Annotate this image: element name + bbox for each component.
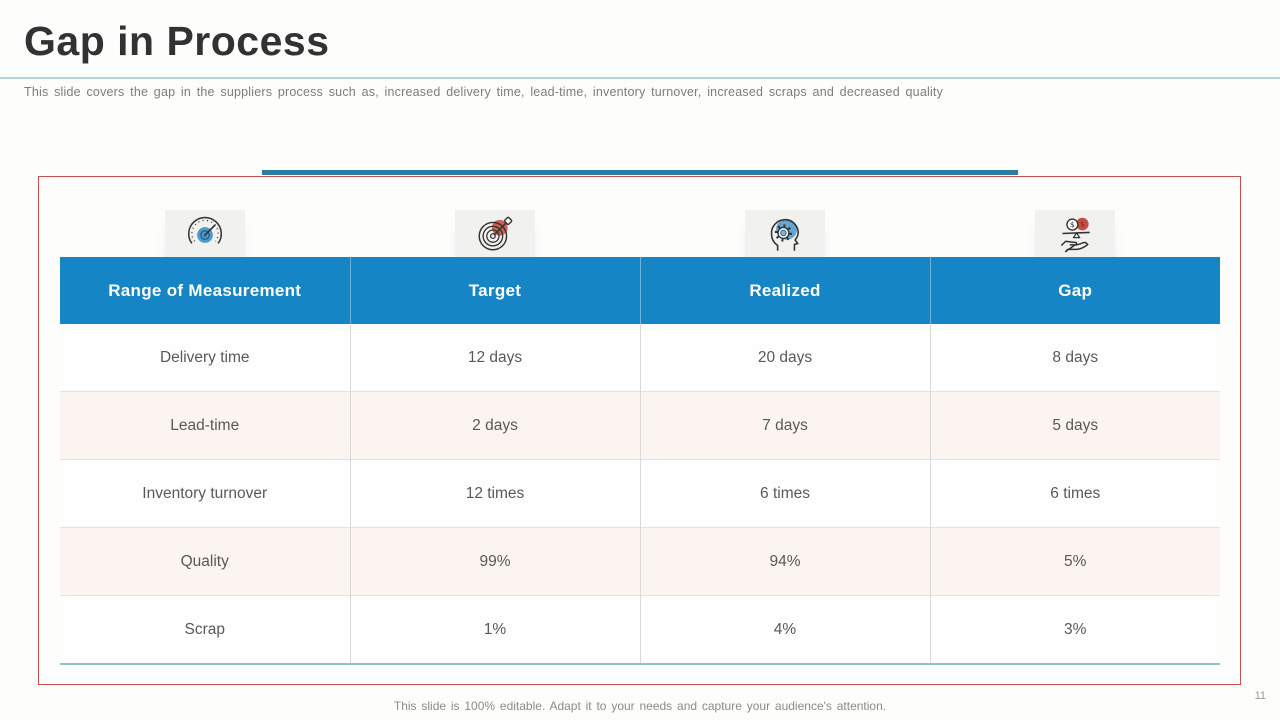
table-row: Quality 99% 94% 5% [60,527,1220,596]
table-row: Delivery time 12 days 20 days 8 days [60,324,1220,392]
col-header-target: Target [349,257,640,324]
cell-gap: 5% [929,527,1220,596]
cell-realized: 20 days [639,324,930,392]
svg-text:$: $ [1080,219,1085,228]
page-number: 11 [1254,690,1266,702]
cell-measure: Delivery time [60,324,350,392]
head-gear-icon [764,213,806,255]
icon-tile-target [455,210,535,257]
page-title: Gap in Process [24,18,330,64]
svg-text:$: $ [1070,220,1075,229]
cell-measure: Lead-time [60,391,350,460]
cell-target: 2 days [349,391,640,460]
content-frame [38,176,1241,685]
cell-measure: Inventory turnover [60,459,350,528]
cell-target: 12 days [349,324,640,392]
table-row: Scrap 1% 4% 3% [60,595,1220,664]
title-underline [0,77,1280,79]
target-dart-icon [474,213,516,255]
accent-bar [262,170,1018,175]
cell-target: 12 times [349,459,640,528]
col-header-gap: Gap [929,257,1220,324]
cell-measure: Scrap [60,595,350,664]
cell-gap: 5 days [929,391,1220,460]
gauge-icon [184,213,226,255]
table-row: Inventory turnover 12 times 6 times 6 ti… [60,459,1220,528]
cell-target: 99% [349,527,640,596]
gap-table: Range of Measurement Target Realized Gap… [60,257,1220,665]
gap-table-container: Range of Measurement Target Realized Gap… [60,257,1220,665]
cell-gap: 8 days [929,324,1220,392]
table-header-row: Range of Measurement Target Realized Gap [60,257,1220,324]
cell-realized: 4% [639,595,930,664]
cell-realized: 6 times [639,459,930,528]
table-row: Lead-time 2 days 7 days 5 days [60,391,1220,460]
cell-target: 1% [349,595,640,664]
icon-tile-gap: $ $ [1035,210,1115,257]
footer-note: This slide is 100% editable. Adapt it to… [393,699,887,713]
balance-hand-icon: $ $ [1054,213,1096,255]
cell-realized: 7 days [639,391,930,460]
icon-tile-realized [745,210,825,257]
cell-realized: 94% [639,527,930,596]
col-header-range: Range of Measurement [60,257,350,324]
icon-tile-range [165,210,245,257]
cell-gap: 6 times [929,459,1220,528]
cell-measure: Quality [60,527,350,596]
cell-gap: 3% [929,595,1220,664]
col-header-realized: Realized [639,257,930,324]
slide-subtitle: This slide covers the gap in the supplie… [24,85,944,99]
